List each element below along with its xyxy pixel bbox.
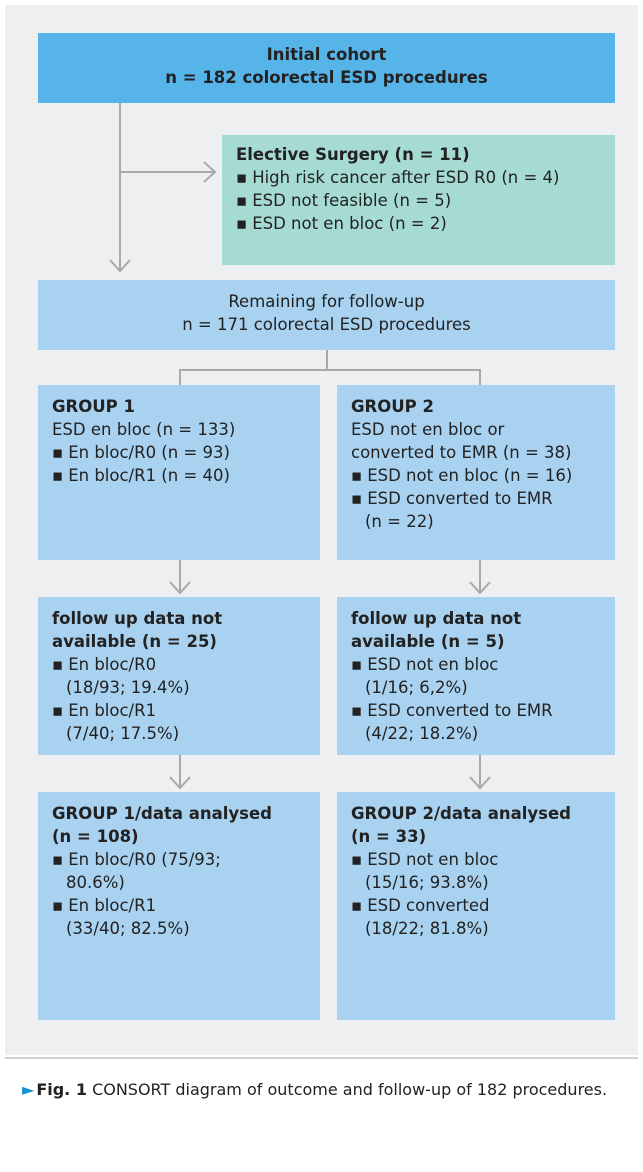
node-box: GROUP 2 ESD not en bloc or converted to EM… (337, 385, 615, 560)
node-item: (7/40; 17.5%) (66, 724, 180, 743)
node-item: En bloc/R1 (n = 40) (52, 464, 306, 487)
node-item: ESD converted (351, 894, 601, 917)
node-item: (15/16; 93.8%) (365, 873, 489, 892)
node-title: available (n = 5) (351, 632, 505, 651)
node-title: (n = 108) (52, 827, 139, 846)
node-box: Initial cohort n = 182 colorectal ESD pro… (38, 33, 615, 103)
node-text: n = 171 colorectal ESD procedures (182, 315, 471, 334)
node-item: ESD converted to EMR (351, 699, 601, 722)
node-box: Elective Surgery (n = 11) High risk cance… (222, 135, 615, 265)
node-item: ESD not en bloc (351, 848, 601, 871)
node-title: GROUP 1 (52, 397, 135, 416)
node-text: Remaining for follow-up (228, 292, 425, 311)
node-title: n = 182 colorectal ESD procedures (165, 68, 488, 87)
caption: Fig. 1 CONSORT diagram of outcome and fo… (22, 1077, 622, 1103)
node-title: GROUP 2 (351, 397, 434, 416)
node-title: follow up data not (351, 609, 522, 628)
node-item: En bloc/R1 (52, 894, 306, 917)
node-box: follow up data not available (n = 5) ESD n… (337, 597, 615, 755)
node-box: Remaining for follow-up n = 171 colorecta… (38, 280, 615, 350)
node-item: (18/22; 81.8%) (365, 919, 489, 938)
node-item: ESD not en bloc (n = 16) (351, 464, 601, 487)
node-box: GROUP 2/data analysed (n = 33) ESD not en … (337, 792, 615, 1020)
node-item: ESD not en bloc (351, 653, 601, 676)
node-title: (n = 33) (351, 827, 427, 846)
connectors (109, 103, 491, 790)
node-text: converted to EMR (n = 38) (351, 443, 572, 462)
node-box: follow up data not available (n = 25) En b… (38, 597, 320, 755)
node-item: High risk cancer after ESD R0 (n = 4) (236, 166, 601, 189)
node-item: (33/40; 82.5%) (66, 919, 190, 938)
separator (5, 1057, 638, 1059)
node-item: ESD not en bloc (n = 2) (236, 212, 601, 235)
node-item: 80.6%) (66, 873, 125, 892)
node-box: GROUP 1/data analysed (n = 108) En bloc/R0… (38, 792, 320, 1020)
node-box: GROUP 1 ESD en bloc (n = 133) En bloc/R0 (… (38, 385, 320, 560)
node-title: Initial cohort (266, 45, 387, 64)
node-title: follow up data not (52, 609, 223, 628)
node-item: (n = 22) (365, 512, 434, 531)
node-item: ESD converted to EMR (351, 487, 601, 510)
node-text: ESD en bloc (n = 133) (52, 420, 236, 439)
caption-label: Fig. 1 (22, 1080, 87, 1099)
node-title: GROUP 1/data analysed (52, 804, 272, 823)
node-title: Elective Surgery (n = 11) (236, 145, 470, 164)
node-item: ESD not feasible (n = 5) (236, 189, 601, 212)
node-item: (4/22; 18.2%) (365, 724, 479, 743)
node-item: (18/93; 19.4%) (66, 678, 190, 697)
node-title: available (n = 25) (52, 632, 217, 651)
node-item: (1/16; 6,2%) (365, 678, 468, 697)
node-item: En bloc/R1 (52, 699, 306, 722)
node-item: En bloc/R0 (75/93; (52, 848, 306, 871)
node-title: GROUP 2/data analysed (351, 804, 571, 823)
node-item: En bloc/R0 (52, 653, 306, 676)
node-text: ESD not en bloc or (351, 420, 505, 439)
node-item: En bloc/R0 (n = 93) (52, 441, 306, 464)
caption-text: CONSORT diagram of outcome and follow-up… (92, 1080, 608, 1099)
